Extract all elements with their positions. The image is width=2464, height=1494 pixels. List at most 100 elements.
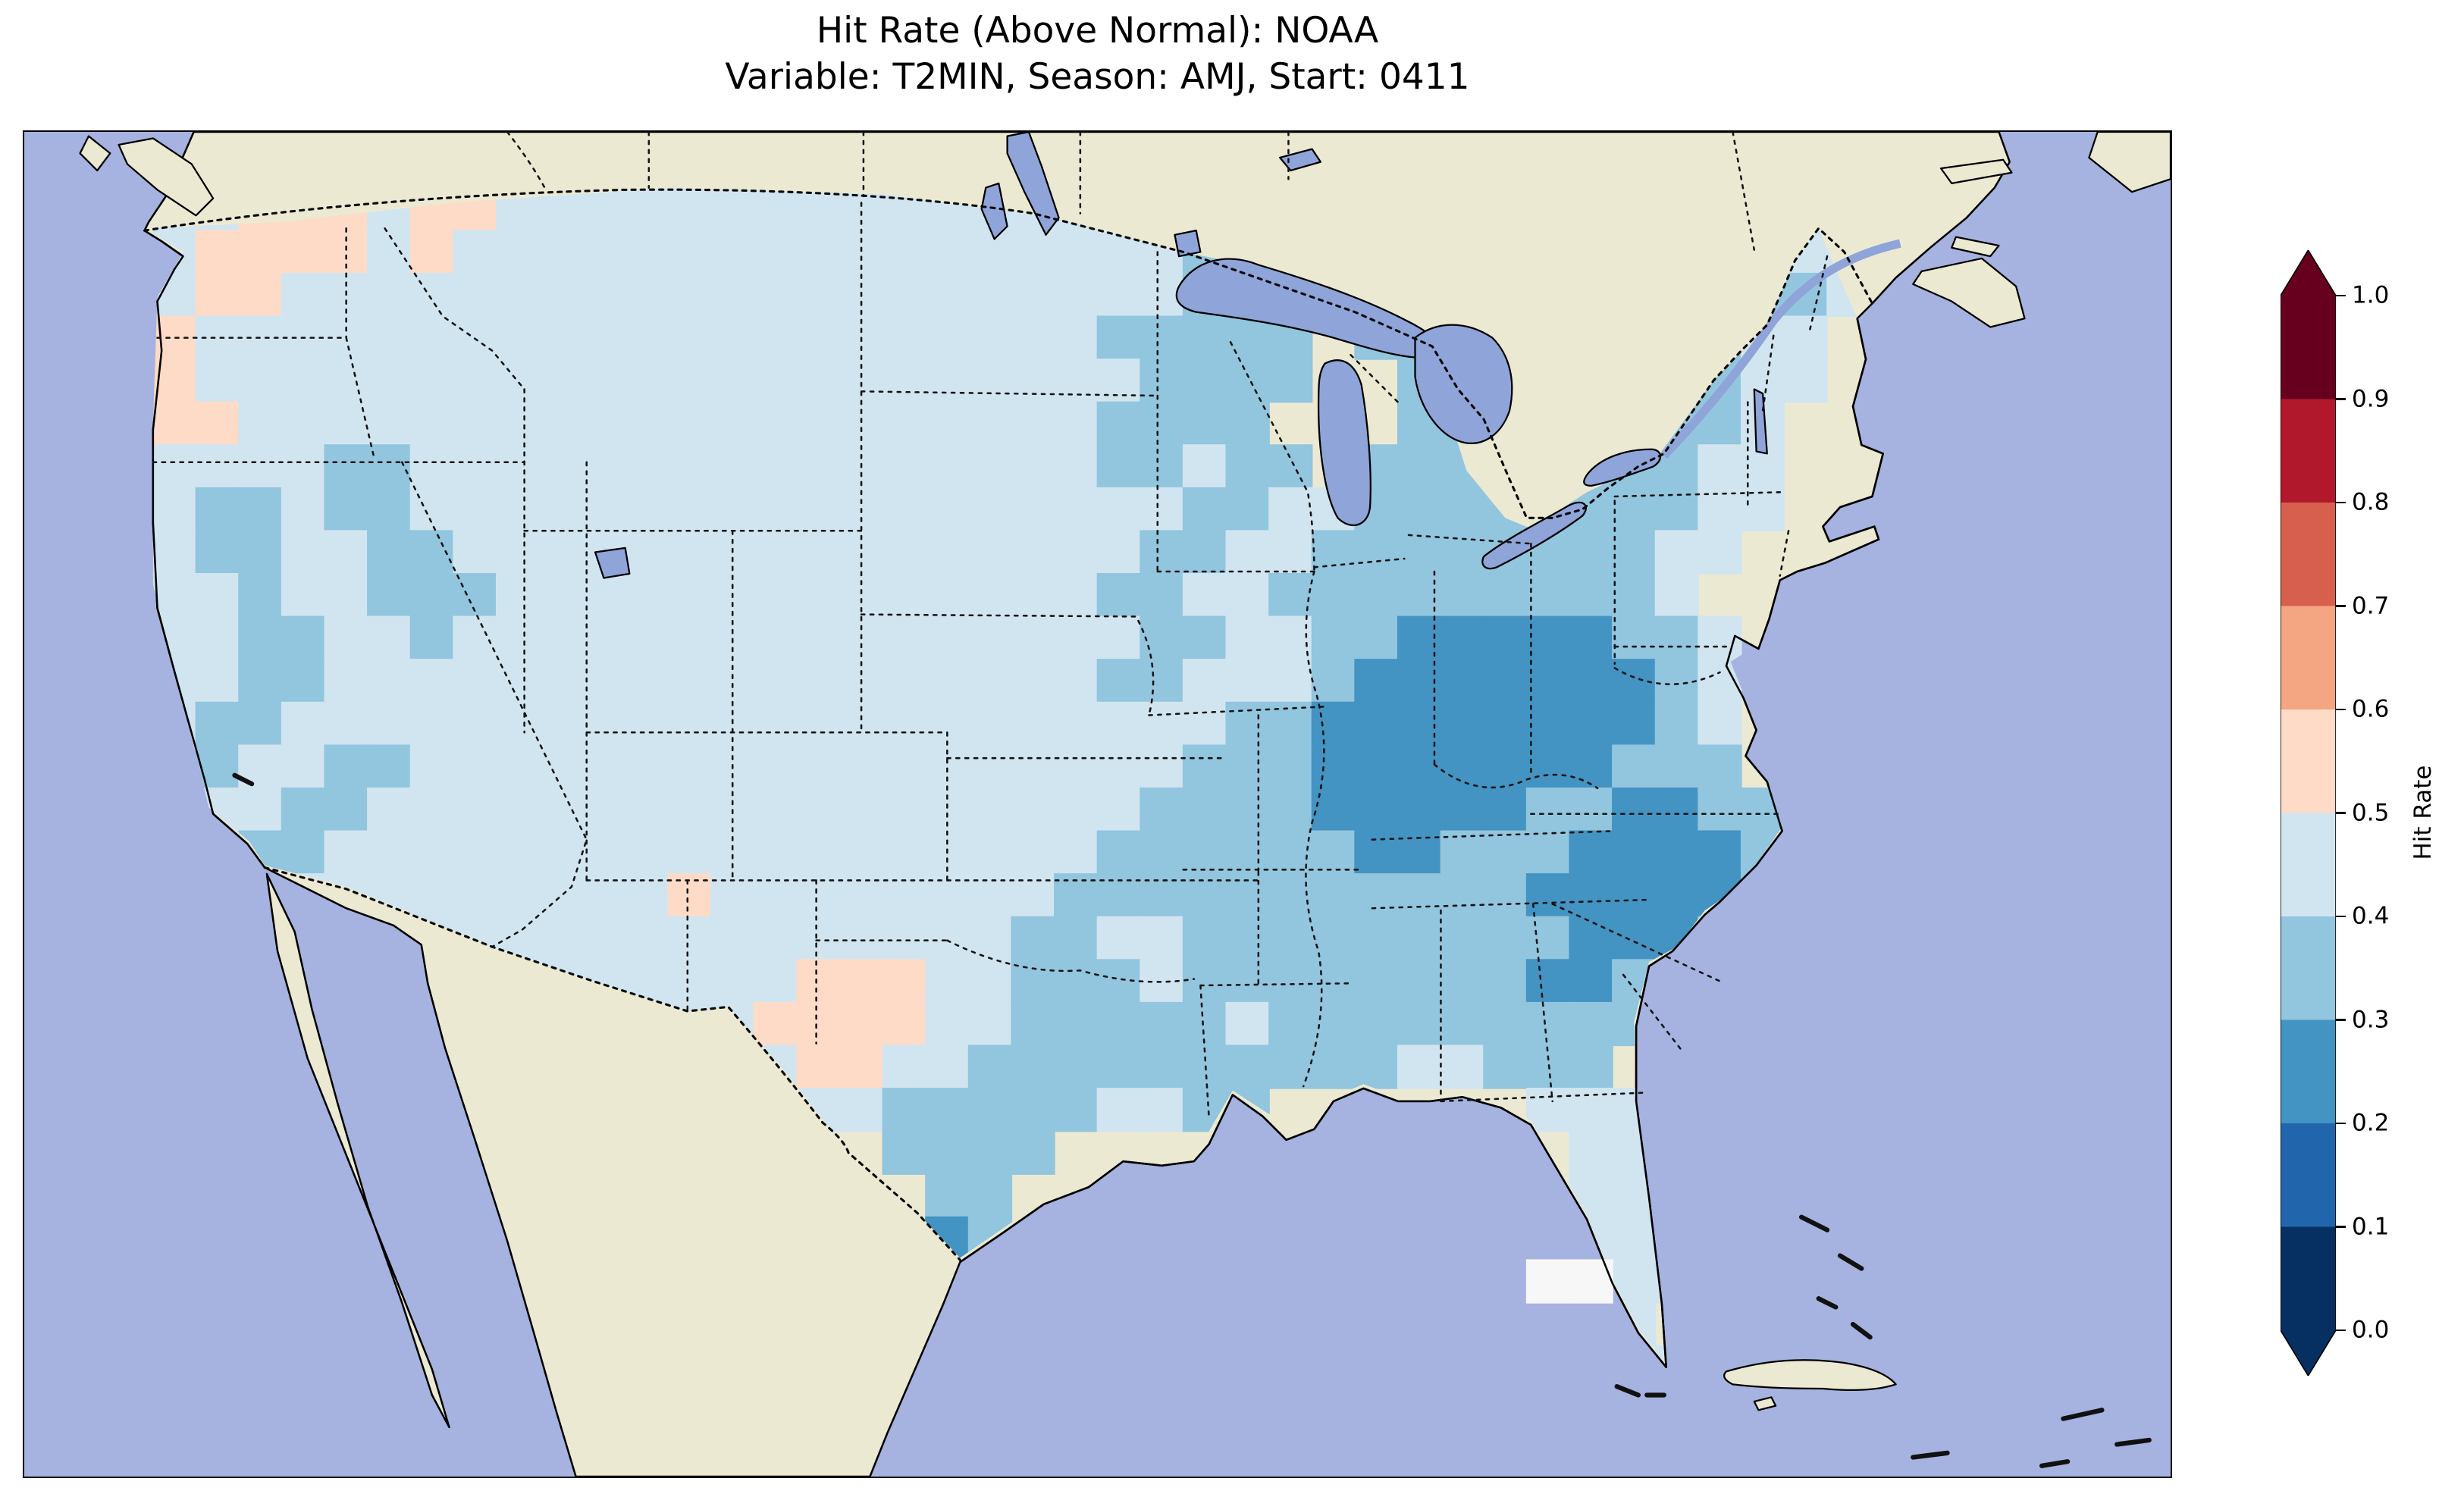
hit-rate-cell — [882, 916, 926, 960]
hit-rate-cell — [495, 615, 541, 660]
hit-rate-cell — [1354, 830, 1399, 875]
hit-rate-cell — [753, 572, 798, 618]
hit-rate-cell — [152, 401, 197, 446]
hit-rate-cell — [409, 744, 455, 789]
hit-rate-cell — [753, 230, 798, 274]
hit-rate-cell — [1440, 701, 1484, 747]
hit-rate-cell — [1096, 1001, 1141, 1047]
hit-rate-cell — [1268, 873, 1313, 918]
hit-rate-cell — [925, 272, 970, 318]
hit-rate-cell — [495, 444, 541, 489]
hit-rate-cell — [1182, 615, 1227, 660]
hit-rate-cell — [1225, 401, 1270, 446]
hit-rate-cell — [1054, 315, 1099, 360]
hit-rate-cell — [796, 230, 841, 274]
hit-rate-cell — [624, 444, 669, 489]
hit-rate-cell — [1096, 272, 1141, 318]
hit-rate-cell — [1268, 572, 1313, 618]
hit-rate-cell — [967, 444, 1013, 489]
hit-rate-cell — [1054, 272, 1099, 318]
hit-rate-cell — [1698, 530, 1742, 575]
hit-rate-cell — [1054, 230, 1099, 274]
hit-rate-cell — [1182, 1001, 1227, 1047]
colorbar-tick-label: 1.0 — [2352, 281, 2390, 309]
hit-rate-cell — [1268, 530, 1313, 575]
hit-rate-cell — [238, 659, 283, 703]
hit-rate-cell — [753, 916, 798, 960]
hit-rate-cell — [1569, 659, 1613, 703]
hit-rate-cell — [495, 359, 541, 403]
us-coastline-stroke — [143, 230, 1884, 1368]
hit-rate-cell — [1397, 444, 1442, 489]
hit-rate-cell — [796, 572, 841, 618]
colorbar-tick-mark — [2336, 294, 2346, 297]
hit-rate-cell — [409, 487, 455, 532]
hit-rate-cell — [1225, 701, 1270, 747]
hit-rate-cell — [839, 959, 884, 1004]
hit-rate-cell — [195, 615, 240, 660]
hit-rate-cell — [1011, 659, 1055, 703]
colorbar-tick-mark — [2336, 1226, 2346, 1228]
hit-rate-cell — [1525, 744, 1571, 789]
lake-huron — [1414, 324, 1513, 445]
channel-islands — [232, 772, 255, 787]
hit-rate-cell — [796, 659, 841, 703]
hit-rate-cell — [1011, 1088, 1055, 1132]
hit-rate-cell — [409, 272, 455, 318]
hit-rate-cell — [710, 959, 755, 1004]
hit-rate-cell — [1483, 1045, 1528, 1089]
hit-rate-cell — [1225, 787, 1270, 832]
hit-rate-cell — [1182, 530, 1227, 575]
hit-rate-cell — [925, 1088, 970, 1132]
hit-rate-cell — [367, 530, 412, 575]
hit-rate-cell — [1311, 744, 1356, 789]
hit-rate-cell — [882, 1130, 926, 1175]
figure-title-line-2: Variable: T2MIN, Season: AMJ, Start: 041… — [725, 56, 1470, 98]
hit-rate-cell — [753, 487, 798, 532]
hit-rate-cell — [281, 701, 326, 747]
hit-rate-cell — [1011, 701, 1055, 747]
hit-rate-cell — [538, 916, 583, 960]
hit-rate-cell — [710, 315, 755, 360]
hit-rate-cell — [324, 530, 368, 575]
hit-rate-cell — [1268, 615, 1313, 660]
hit-rate-cell — [1654, 787, 1700, 832]
hit-rate-cell — [1268, 444, 1313, 489]
hit-rate-cell — [753, 959, 798, 1004]
colorbar-segment — [2281, 709, 2336, 814]
hit-rate-cell — [409, 701, 455, 747]
hit-rate-cell — [710, 487, 755, 532]
hit-rate-cell — [1569, 615, 1613, 660]
hit-rate-cell — [1654, 744, 1700, 789]
hit-rate-cell — [925, 1001, 970, 1047]
hit-rate-cell — [324, 744, 368, 789]
hit-rate-cell — [1483, 873, 1528, 918]
hit-rate-cell — [1654, 572, 1700, 618]
hit-rate-cell — [495, 315, 541, 360]
hit-rate-cell — [882, 572, 926, 618]
hit-rate-cell — [967, 615, 1013, 660]
hit-rate-cell — [882, 659, 926, 703]
hit-rate-cell — [1354, 1001, 1399, 1047]
hit-rate-cell — [1354, 744, 1399, 789]
hit-rate-cell — [238, 272, 283, 318]
hit-rate-cell — [582, 701, 626, 747]
hit-rate-cell — [281, 744, 326, 789]
lake-erie — [1481, 501, 1587, 570]
hit-rate-cell — [1096, 659, 1141, 703]
hit-rate-cell — [582, 230, 626, 274]
hit-rate-cell — [1225, 744, 1270, 789]
hit-rate-cell — [1268, 787, 1313, 832]
great-salt-lake — [594, 547, 631, 579]
hit-rate-cell — [796, 315, 841, 360]
hit-rate-cell — [324, 701, 368, 747]
hit-rate-cell — [1225, 444, 1270, 489]
hit-rate-cell — [967, 272, 1013, 318]
hit-rate-cell — [1096, 1088, 1141, 1132]
hit-rate-cell — [710, 272, 755, 318]
hit-rate-cell — [796, 530, 841, 575]
hit-rate-cell — [324, 359, 368, 403]
hit-rate-cell — [1225, 1001, 1270, 1047]
hit-rate-cell — [1054, 1001, 1099, 1047]
hit-rate-cell — [667, 615, 712, 660]
